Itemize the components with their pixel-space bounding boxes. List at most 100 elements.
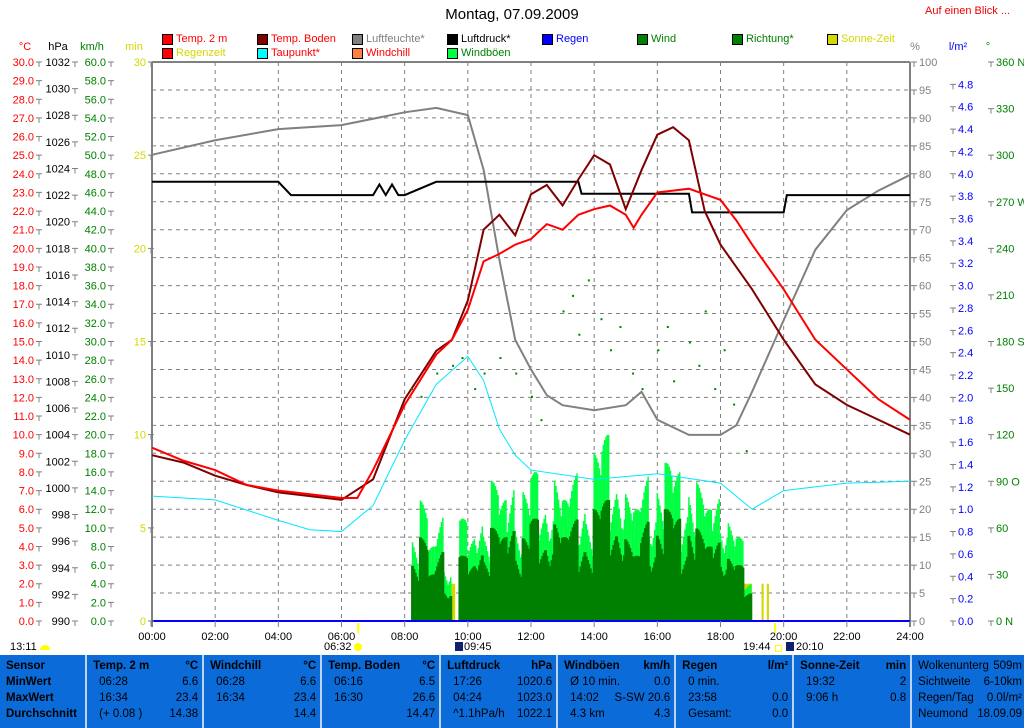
humidity-axis-label: 45: [919, 364, 931, 376]
humidity-unit-label: %: [910, 41, 920, 53]
temp-axis-label: 4.0: [19, 541, 34, 553]
rain-axis-tick: [950, 128, 956, 135]
direction-axis-label: 0 N: [996, 616, 1013, 628]
pressure-axis-tick: [72, 141, 78, 147]
stat-time: Ø 10 min.: [570, 676, 621, 688]
pressure-axis-tick: [72, 487, 78, 493]
pressure-axis-tick: [72, 114, 78, 121]
sun-axis-tick: [148, 434, 154, 440]
wind-axis-tick: [108, 508, 114, 515]
legend-label: Luftdruck*: [461, 33, 511, 45]
stat-value: 0.8: [890, 692, 907, 704]
column-unit: °C: [303, 660, 317, 672]
stat-value: 6.6: [182, 676, 199, 688]
wind-axis-tick: [108, 452, 114, 459]
rain-axis-tick: [950, 463, 956, 470]
temp-axis-tick: [36, 527, 42, 533]
temp-axis-label: 24.0: [13, 169, 34, 181]
x-tick-label: 20:00: [770, 631, 798, 643]
stat-value: 2: [899, 676, 907, 688]
temp-unit-label: °C: [19, 41, 31, 53]
pressure-axis-label: 1022: [46, 190, 70, 202]
stat-time: [210, 706, 216, 722]
column-unit: °C: [185, 660, 199, 672]
wind-axis-label: 42.0: [85, 225, 106, 237]
at-a-glance-link[interactable]: Auf einen Blick ...: [925, 5, 1010, 17]
pressure-axis-tick: [72, 167, 78, 174]
legend-item-wind: Wind: [637, 33, 676, 45]
humidity-axis-label: 5: [919, 588, 925, 600]
wind-direction-point: [723, 349, 726, 352]
humidity-axis-tick: [911, 480, 917, 487]
stats-column-windb-en: Windböen km/h Ø 10 min. 0.0 14:02 S-SW 20.6 4.…: [558, 655, 677, 728]
legend-item-taupunkt: Taupunkt*: [257, 47, 320, 59]
rain-axis-tick: [950, 553, 956, 559]
rain-axis-tick: [950, 83, 956, 90]
rain-axis-label: 0.0: [958, 616, 973, 628]
wind-axis-tick: [108, 247, 114, 254]
wind-axis-tick: [108, 359, 114, 366]
pressure-axis-label: 1030: [46, 84, 70, 96]
wind-unit-label: km/h: [80, 41, 104, 53]
temp-axis-label: 15.0: [13, 337, 34, 349]
temp-axis-label: 21.0: [13, 225, 34, 237]
pressure-axis-label: 996: [52, 536, 70, 548]
wind-direction-point: [619, 325, 622, 328]
temp-axis-label: 26.0: [13, 132, 34, 144]
info-label: Neumond: [918, 708, 969, 720]
humidity-axis-tick: [911, 424, 917, 431]
wind-direction-point: [461, 357, 464, 360]
rain-axis-label: 4.0: [958, 169, 973, 181]
x-tick-label: 18:00: [707, 631, 735, 643]
pressure-unit-label: hPa: [48, 41, 68, 53]
rain-axis-label: 2.2: [958, 370, 973, 382]
sun-axis-label: 20: [134, 243, 146, 255]
stat-value: 14.47: [406, 708, 436, 720]
legend-swatch: [162, 47, 173, 59]
pressure-axis-label: 1024: [46, 163, 70, 175]
temp-axis-tick: [36, 508, 42, 515]
legend-swatch: [447, 47, 458, 59]
wind-direction-point: [600, 318, 603, 321]
stat-time: 17:26: [453, 676, 482, 688]
stat-value: 0.0: [772, 708, 789, 720]
humidity-axis-tick: [911, 620, 917, 626]
wind-axis-label: 0.0: [91, 616, 106, 628]
legend-item-windchill: Windchill: [352, 47, 410, 59]
sun-minutes-bar: [761, 583, 764, 621]
wind-axis-tick: [108, 285, 114, 291]
row-label-avg: Durchschnitt: [6, 708, 77, 720]
sun-axis-label: 5: [140, 523, 146, 535]
wind-axis-label: 34.0: [85, 299, 106, 311]
pressure-axis-tick: [72, 567, 78, 573]
pressure-axis-tick: [72, 194, 78, 201]
temp-axis-tick: [36, 322, 42, 328]
legend-item-temp-boden: Temp. Boden: [257, 33, 336, 45]
rain-axis-label: 3.2: [958, 258, 973, 270]
humidity-axis-tick: [911, 285, 917, 291]
wind-direction-point: [698, 364, 701, 367]
sun-axis-label: 10: [134, 430, 146, 442]
rain-axis-tick: [950, 575, 956, 582]
rain-axis-label: 3.6: [958, 214, 973, 226]
pressure-axis-tick: [72, 620, 78, 626]
temp-axis-tick: [36, 61, 42, 67]
direction-axis-tick: [988, 480, 994, 487]
sun-start-icon: [455, 642, 463, 651]
pressure-axis-label: 1018: [46, 243, 70, 255]
row-label-min: MinWert: [6, 676, 52, 688]
pressure-axis-label: 1028: [46, 110, 70, 122]
column-title: Luftdruck: [447, 660, 501, 672]
wind-direction-point: [515, 372, 518, 375]
stats-column-luftdruck: Luftdruck hPa 17:26 1020.6 04:24 1023.0 ^1.1hP…: [441, 655, 559, 728]
stats-column-sonne-zeit: Sonne-Zeit min 19:32 2 9:06 h 0.8: [794, 655, 913, 728]
rain-axis-label: 3.4: [958, 236, 973, 248]
temp-boden-line: [151, 126, 911, 501]
direction-axis-label: 210: [996, 290, 1014, 302]
weather-chart: 00:00 02:00 04:00 06:00 08:00 10:00 12:00 14:00…: [13, 41, 1024, 643]
stat-time: 0 min.: [688, 676, 720, 688]
wind-axis-label: 4.0: [91, 579, 106, 591]
stat-time: 06:16: [334, 676, 363, 688]
stat-time: 16:34: [216, 692, 245, 704]
wind-axis-label: 40.0: [85, 243, 106, 255]
